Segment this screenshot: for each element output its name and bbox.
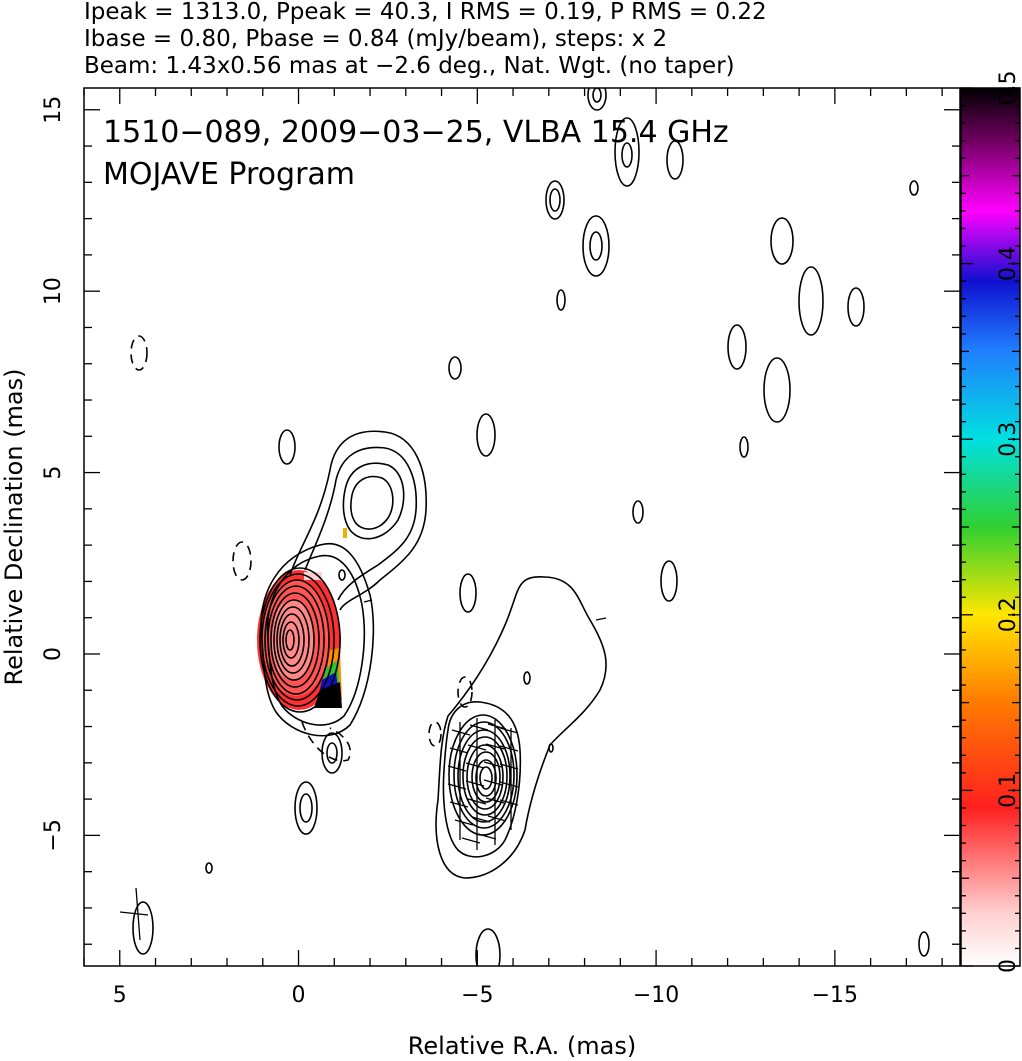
jet-contours	[278, 429, 427, 611]
header-line-2: Ibase = 0.80, Pbase = 0.84 (mJy/beam), s…	[84, 26, 668, 52]
colorbar-tick-label: 0.1	[996, 773, 1021, 808]
colorbar-tick-label: 0.4	[996, 246, 1021, 281]
colorbar-tick-label: 0	[996, 959, 1021, 973]
x-tick-label: 5	[113, 983, 127, 1008]
x-tick-label: 0	[292, 983, 306, 1008]
core-contours	[259, 542, 375, 737]
map-area	[119, 88, 930, 966]
x-tick-label: −15	[812, 983, 858, 1008]
y-tick-label: 0	[41, 647, 66, 661]
colorbar-tick-label: 0.3	[996, 422, 1021, 457]
source-annotation: 1510−089, 2009−03−25, VLBA 15.4 GHz	[103, 115, 729, 150]
plot-frame	[83, 87, 961, 967]
colorbar-tick-label: 0.2	[996, 597, 1021, 632]
sw-component-contours	[435, 576, 607, 879]
polarization-vectors	[119, 599, 607, 941]
negative-contours	[130, 335, 473, 762]
header-line-1: Ipeak = 1313.0, Ppeak = 40.3, I RMS = 0.…	[84, 0, 767, 25]
colorbar-tick-label: 0.5	[996, 71, 1021, 106]
y-axis-label: Relative Declination (mas)	[0, 368, 28, 685]
y-tick-label: 10	[41, 277, 66, 305]
y-tick-label: −5	[41, 819, 66, 851]
axis-ticks: 5 0 −5 −10 −15 −5 0 5 10 15 0 0.1 0.2 0.3 0.4 0.5	[41, 71, 1021, 1009]
x-tick-label: −10	[633, 983, 679, 1008]
program-annotation: MOJAVE Program	[103, 157, 355, 192]
y-tick-label: 15	[41, 96, 66, 124]
x-tick-label: −5	[461, 983, 493, 1008]
y-tick-label: 5	[41, 466, 66, 480]
x-axis-label: Relative R.A. (mas)	[408, 1032, 636, 1060]
colorbar	[960, 87, 1021, 967]
header-line-3: Beam: 1.43x0.56 mas at −2.6 deg., Nat. W…	[84, 53, 735, 79]
noise-contours	[132, 88, 930, 966]
